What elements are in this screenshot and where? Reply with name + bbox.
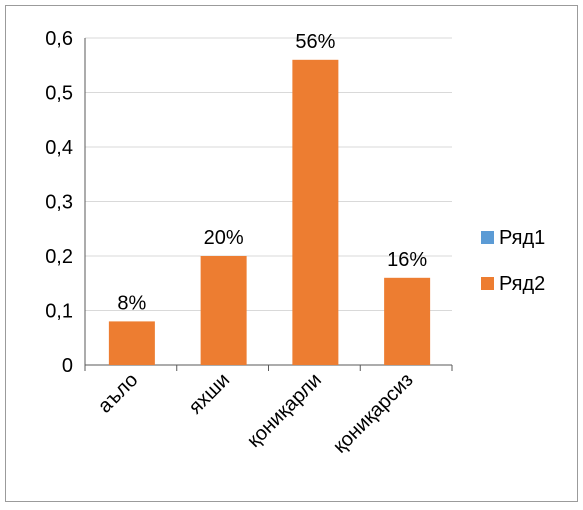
legend-swatch: [481, 231, 494, 244]
y-axis-ticks: 0 0,1 0,2 0,3 0,4 0,5 0,6: [45, 28, 73, 377]
x-category-label: қониқарли: [243, 369, 326, 452]
legend-label: Ряд1: [499, 227, 545, 249]
x-category-label: яхши: [185, 369, 235, 419]
bars: [108, 59, 431, 366]
y-tick-label: 0,2: [45, 246, 73, 268]
data-label: 20%: [204, 227, 244, 249]
chart-frame: [5, 5, 578, 502]
data-label: 8%: [117, 292, 146, 314]
bar-3: [292, 59, 339, 366]
bar-2: [200, 256, 247, 365]
y-tick-label: 0: [62, 355, 73, 377]
bar-1: [108, 321, 155, 365]
data-labels: 8% 20% 56% 16%: [117, 31, 427, 315]
y-tick-label: 0,5: [45, 83, 73, 105]
x-category-label: қониқарсиз: [329, 369, 418, 458]
legend-label: Ряд2: [499, 273, 545, 295]
data-label: 16%: [387, 249, 427, 271]
y-tick-label: 0,3: [45, 192, 73, 214]
bar-4: [384, 277, 431, 365]
x-axis-categories: аъло яхши қониқарли қониқарсиз: [94, 369, 418, 458]
y-tick-label: 0,1: [45, 301, 73, 323]
data-label: 56%: [295, 31, 335, 53]
x-category-label: аъло: [94, 369, 143, 418]
y-tick-label: 0,4: [45, 137, 73, 159]
legend: Ряд1 Ряд2: [481, 227, 545, 295]
legend-swatch: [481, 277, 494, 290]
y-tick-label: 0,6: [45, 28, 73, 50]
